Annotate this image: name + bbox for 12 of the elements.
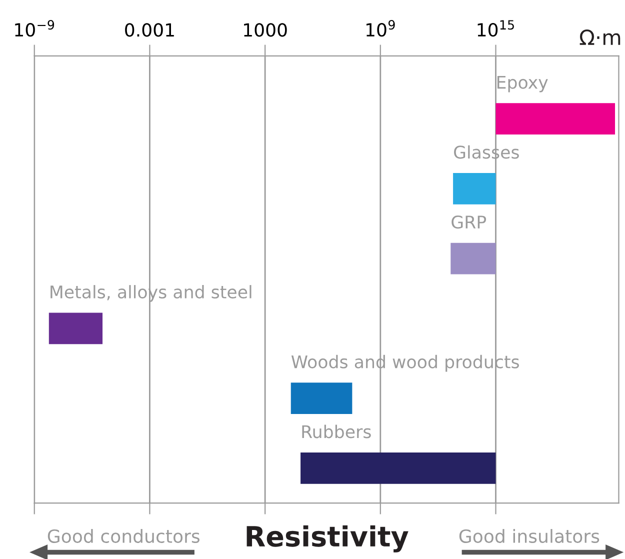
x-tick-label: 1000	[244, 23, 287, 37]
y-tick-label: Rubbers	[302, 424, 371, 438]
x-axis-title: Resistivity	[246, 525, 408, 552]
y-tick-label: GRP	[452, 215, 486, 229]
x-tick-label: 0.001	[125, 23, 174, 37]
text: Good conductors	[48, 529, 200, 543]
x-tick-label: 10$^{9}$	[366, 20, 395, 37]
text: Ω·m	[580, 30, 620, 45]
x-tick-label: 10$^{15}$	[478, 20, 514, 37]
x-tick-label: 10$^{−9}$	[15, 20, 54, 37]
y-tick-label: Epoxy	[497, 76, 548, 92]
text: Good insulators	[459, 529, 600, 543]
